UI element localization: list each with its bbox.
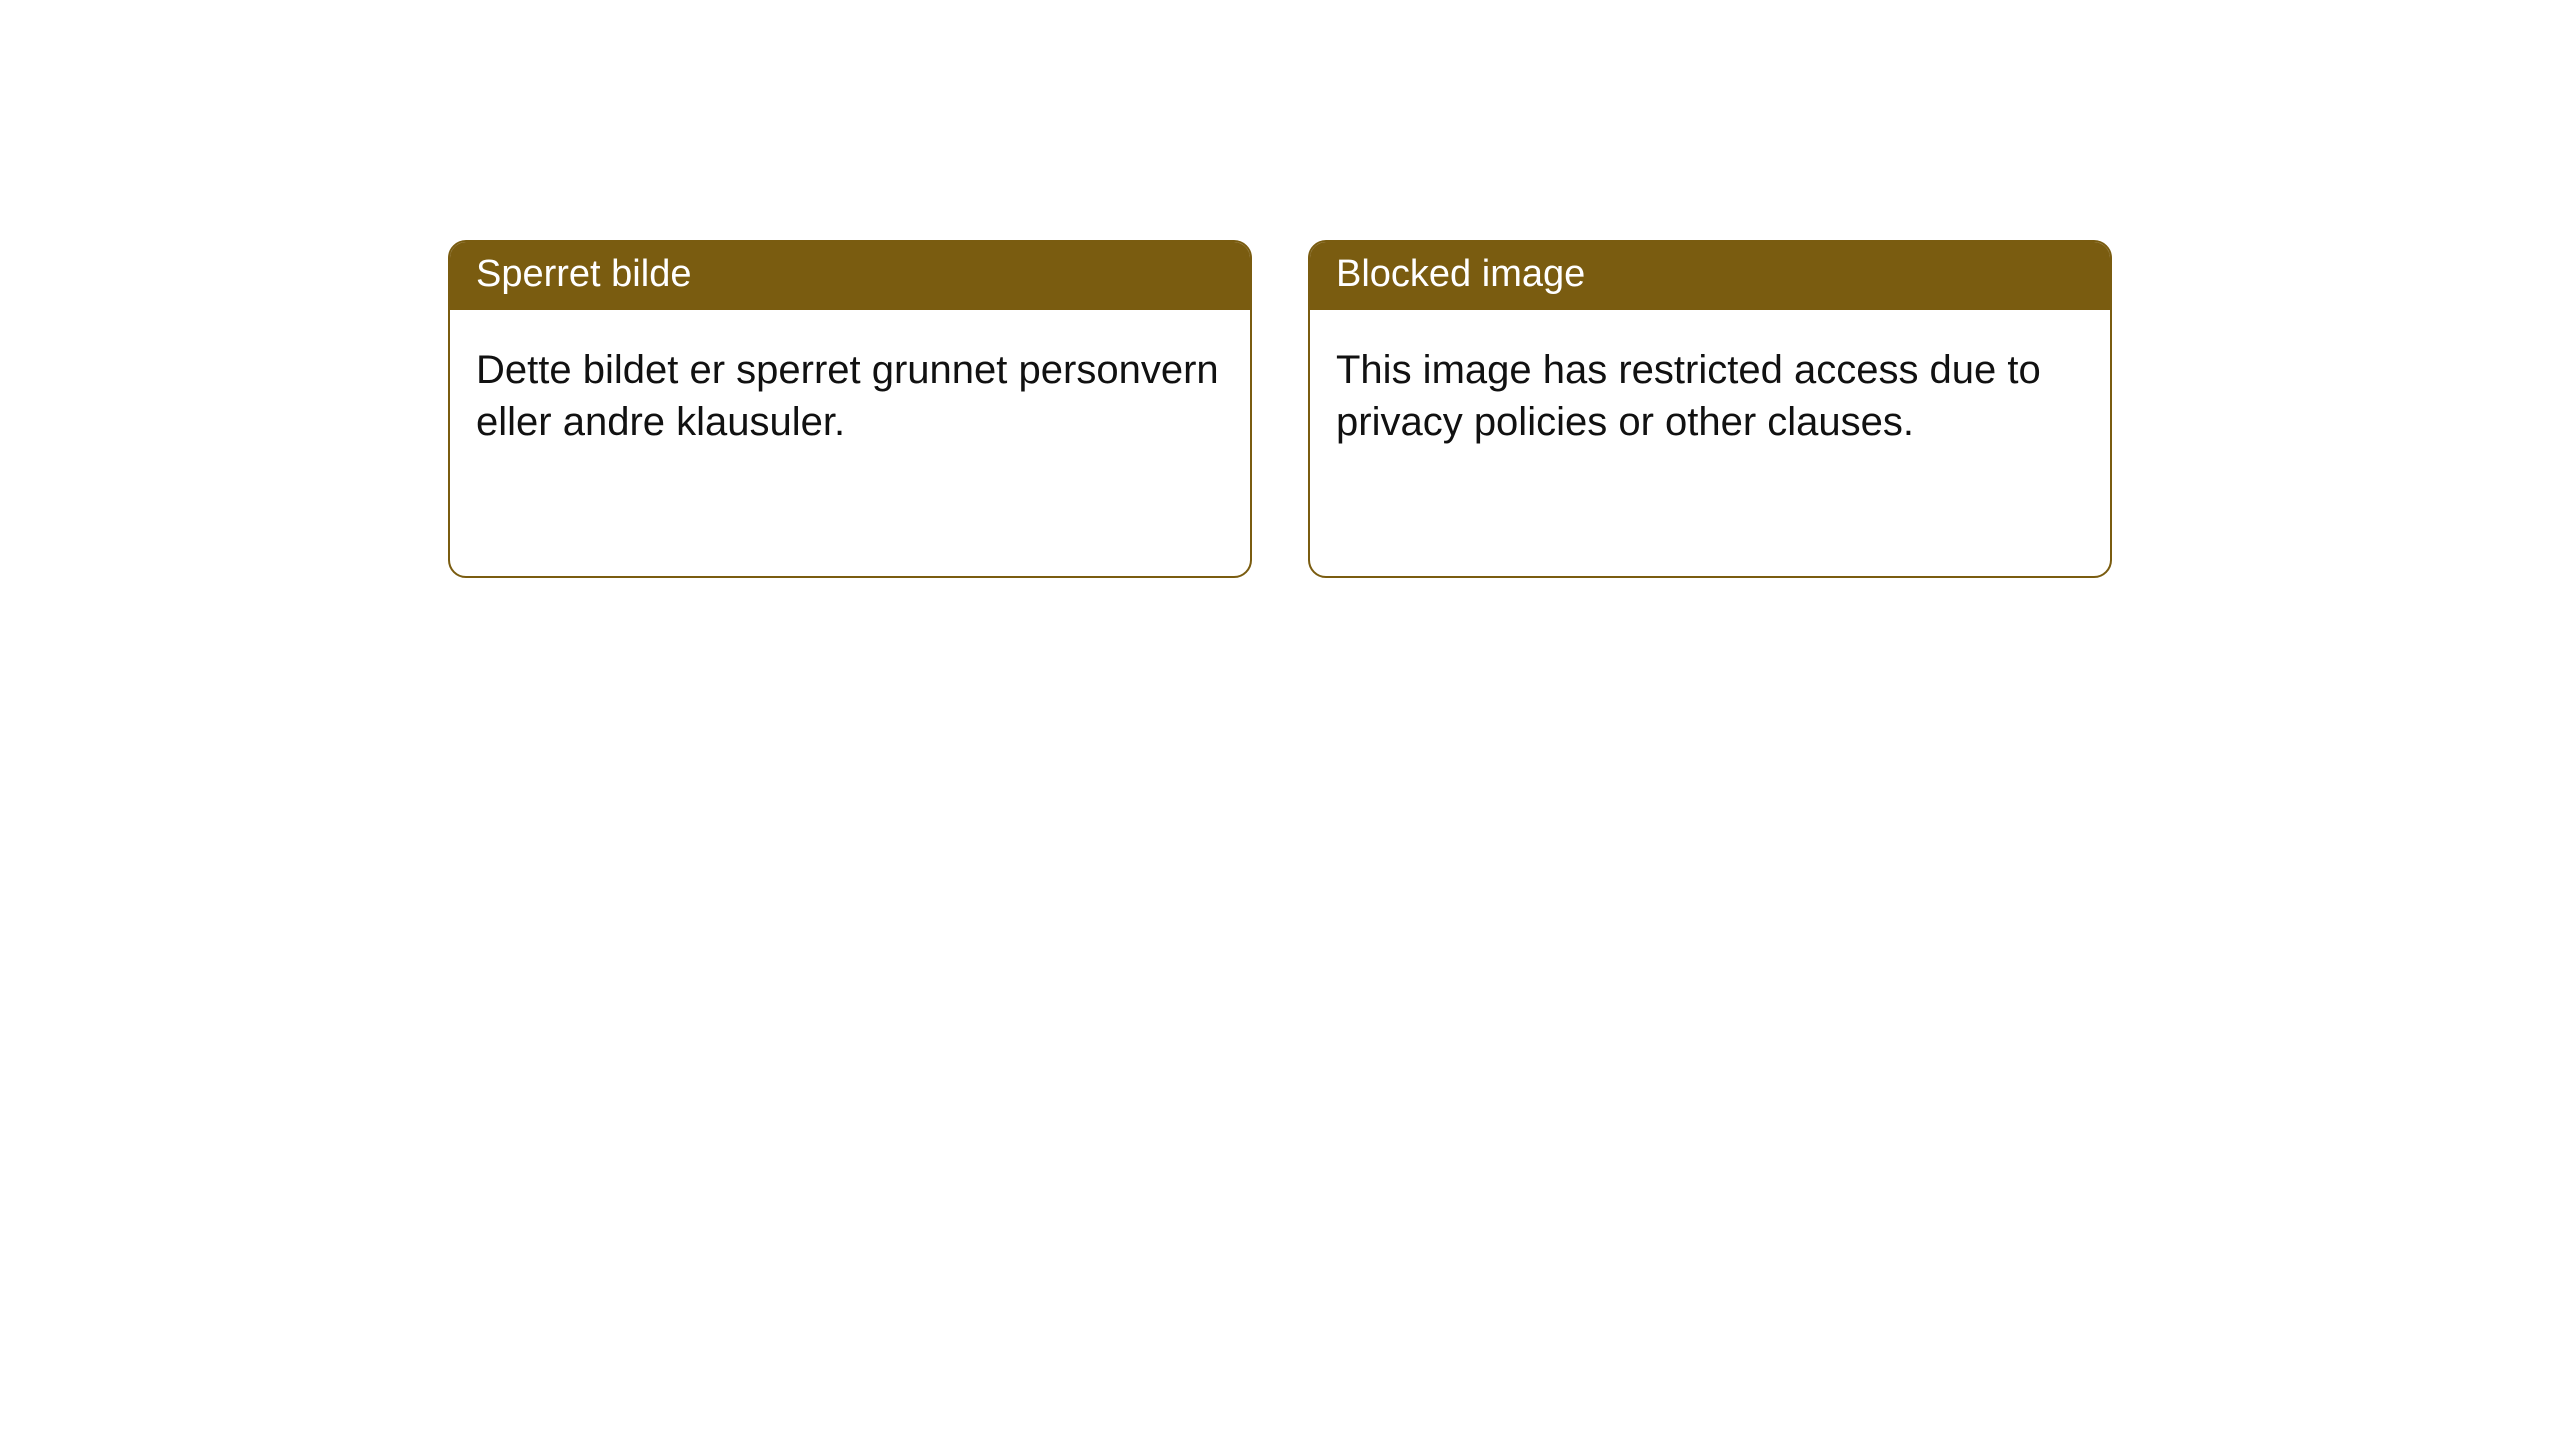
notice-card-english: Blocked image This image has restricted …: [1308, 240, 2112, 578]
notice-title: Blocked image: [1310, 242, 2110, 310]
notice-body: This image has restricted access due to …: [1310, 310, 2110, 576]
notice-title: Sperret bilde: [450, 242, 1250, 310]
notice-container: Sperret bilde Dette bildet er sperret gr…: [0, 0, 2560, 578]
notice-body: Dette bildet er sperret grunnet personve…: [450, 310, 1250, 576]
notice-card-norwegian: Sperret bilde Dette bildet er sperret gr…: [448, 240, 1252, 578]
